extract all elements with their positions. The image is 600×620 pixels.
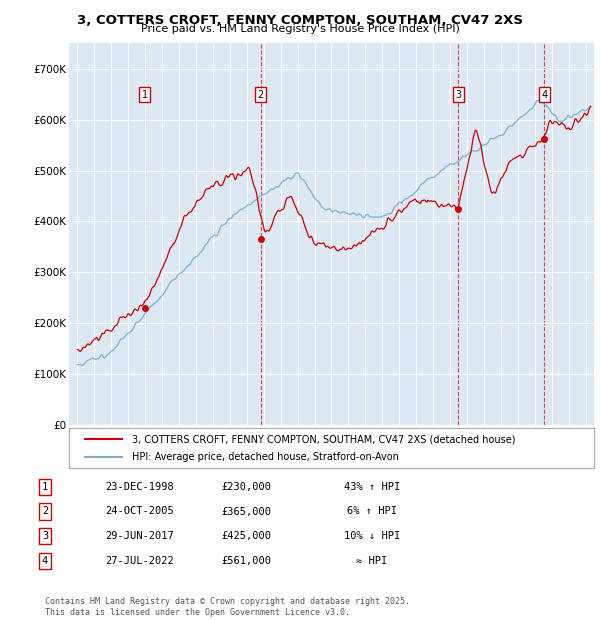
Text: 43% ↑ HPI: 43% ↑ HPI	[344, 482, 400, 492]
Text: HPI: Average price, detached house, Stratford-on-Avon: HPI: Average price, detached house, Stra…	[132, 452, 399, 462]
Text: 2: 2	[257, 90, 264, 100]
Text: £230,000: £230,000	[221, 482, 271, 492]
Text: 24-OCT-2005: 24-OCT-2005	[105, 507, 174, 516]
Text: £365,000: £365,000	[221, 507, 271, 516]
Text: £425,000: £425,000	[221, 531, 271, 541]
Text: Contains HM Land Registry data © Crown copyright and database right 2025.
This d: Contains HM Land Registry data © Crown c…	[45, 598, 410, 617]
Text: 10% ↓ HPI: 10% ↓ HPI	[344, 531, 400, 541]
Text: 23-DEC-1998: 23-DEC-1998	[105, 482, 174, 492]
Text: 3, COTTERS CROFT, FENNY COMPTON, SOUTHAM, CV47 2XS: 3, COTTERS CROFT, FENNY COMPTON, SOUTHAM…	[77, 14, 523, 27]
Text: 2: 2	[42, 507, 48, 516]
Text: 3, COTTERS CROFT, FENNY COMPTON, SOUTHAM, CV47 2XS (detached house): 3, COTTERS CROFT, FENNY COMPTON, SOUTHAM…	[132, 434, 515, 444]
Text: 4: 4	[42, 556, 48, 566]
Text: 1: 1	[142, 90, 148, 100]
Text: 3: 3	[455, 90, 461, 100]
Text: £561,000: £561,000	[221, 556, 271, 566]
Text: 6% ↑ HPI: 6% ↑ HPI	[347, 507, 397, 516]
Text: 29-JUN-2017: 29-JUN-2017	[105, 531, 174, 541]
Text: 1: 1	[42, 482, 48, 492]
Text: 3: 3	[42, 531, 48, 541]
Text: ≈ HPI: ≈ HPI	[356, 556, 388, 566]
Text: 4: 4	[541, 90, 547, 100]
Text: 27-JUL-2022: 27-JUL-2022	[105, 556, 174, 566]
Text: Price paid vs. HM Land Registry's House Price Index (HPI): Price paid vs. HM Land Registry's House …	[140, 24, 460, 33]
